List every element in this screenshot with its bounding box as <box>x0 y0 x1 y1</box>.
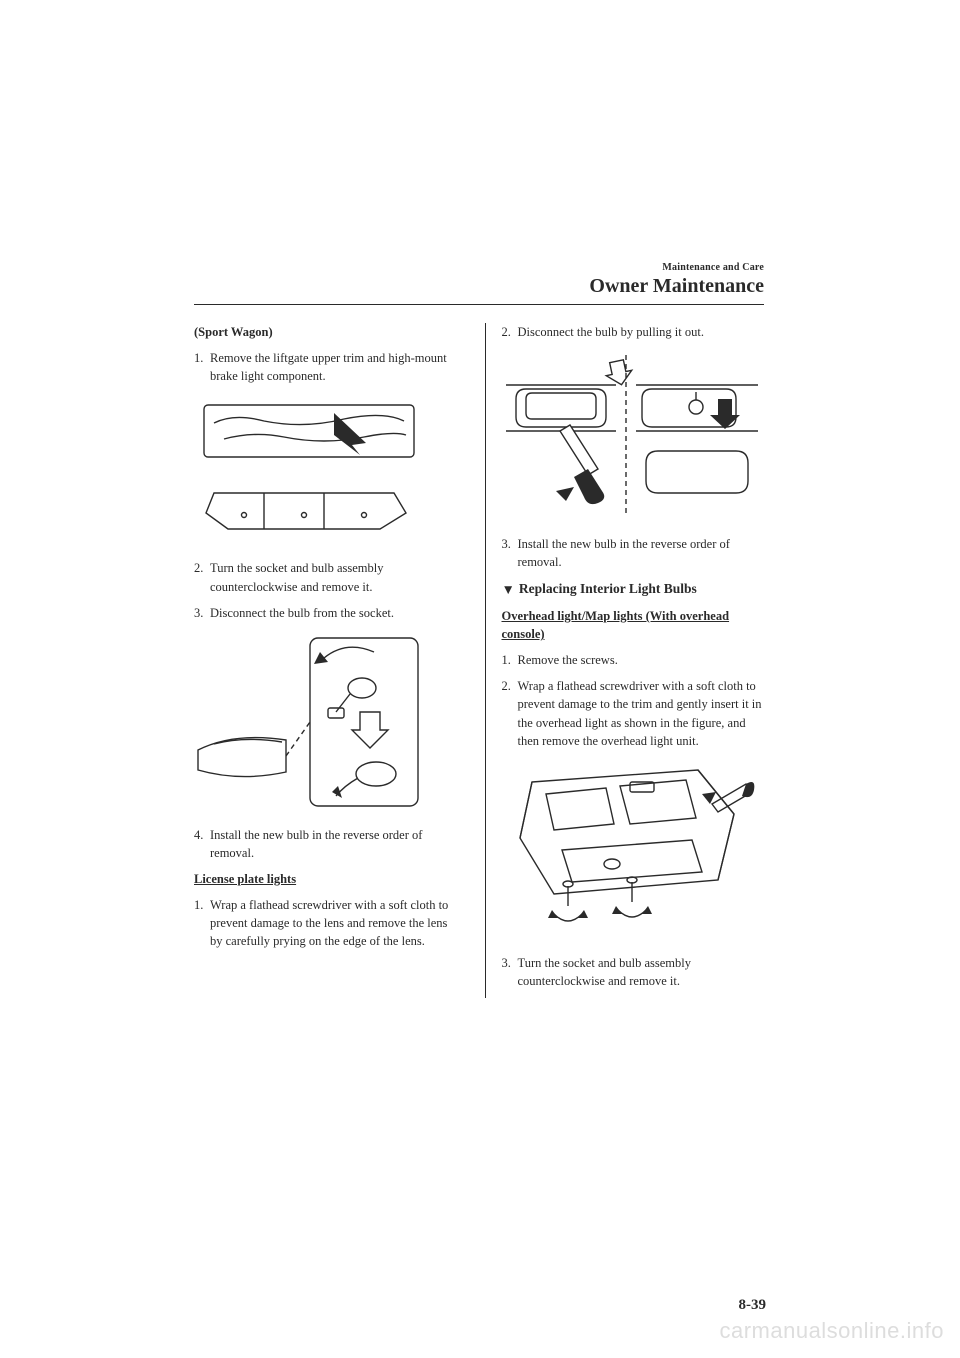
step-text: Remove the liftgate upper trim and high-… <box>210 349 457 385</box>
step-text: Wrap a flathead screwdriver with a soft … <box>518 677 765 750</box>
step-number: 1. <box>194 896 210 950</box>
step-number: 2. <box>194 559 210 595</box>
left-column: (Sport Wagon) 1. Remove the liftgate upp… <box>194 323 457 998</box>
running-category: Maintenance and Care <box>194 262 764 273</box>
page-content: Maintenance and Care Owner Maintenance (… <box>194 262 764 998</box>
page-number: 8-39 <box>739 1297 767 1314</box>
step-number: 1. <box>194 349 210 385</box>
figure-overhead-console <box>502 760 765 940</box>
triangle-icon: ▼ <box>502 580 515 600</box>
step-number: 2. <box>502 677 518 750</box>
step-item: 2. Turn the socket and bulb assembly cou… <box>194 559 457 595</box>
figure-socket-bulb <box>194 632 457 812</box>
step-item: 3. Disconnect the bulb from the socket. <box>194 604 457 622</box>
watermark: carmanualsonline.info <box>719 1318 944 1344</box>
step-text: Install the new bulb in the reverse orde… <box>518 535 765 571</box>
step-number: 3. <box>502 954 518 990</box>
overhead-light-title: Overhead light/Map lights (With overhead… <box>502 607 765 643</box>
step-item: 3. Turn the socket and bulb assembly cou… <box>502 954 765 990</box>
step-text: Install the new bulb in the reverse orde… <box>210 826 457 862</box>
step-item: 2. Disconnect the bulb by pulling it out… <box>502 323 765 341</box>
step-text: Disconnect the bulb by pulling it out. <box>518 323 765 341</box>
variant-label: (Sport Wagon) <box>194 323 457 341</box>
step-text: Disconnect the bulb from the socket. <box>210 604 457 622</box>
figure-license-plate-lens <box>502 351 765 521</box>
step-item: 3. Install the new bulb in the reverse o… <box>502 535 765 571</box>
header-rule <box>194 304 764 305</box>
running-header: Maintenance and Care Owner Maintenance <box>194 262 764 298</box>
step-number: 3. <box>194 604 210 622</box>
two-column-layout: (Sport Wagon) 1. Remove the liftgate upp… <box>194 323 764 998</box>
subheading-text: Replacing Interior Light Bulbs <box>519 581 697 596</box>
step-number: 3. <box>502 535 518 571</box>
right-column: 2. Disconnect the bulb by pulling it out… <box>485 323 765 998</box>
license-plate-title: License plate lights <box>194 870 457 888</box>
step-item: 1. Remove the screws. <box>502 651 765 669</box>
step-text: Turn the socket and bulb assembly counte… <box>210 559 457 595</box>
step-text: Turn the socket and bulb assembly counte… <box>518 954 765 990</box>
running-section-title: Owner Maintenance <box>194 275 764 298</box>
step-item: 4. Install the new bulb in the reverse o… <box>194 826 457 862</box>
step-item: 1. Wrap a flathead screwdriver with a so… <box>194 896 457 950</box>
step-number: 4. <box>194 826 210 862</box>
subheading-replacing-interior: ▼ Replacing Interior Light Bulbs <box>502 579 765 599</box>
step-number: 2. <box>502 323 518 341</box>
step-text: Remove the screws. <box>518 651 765 669</box>
step-text: Wrap a flathead screwdriver with a soft … <box>210 896 457 950</box>
step-number: 1. <box>502 651 518 669</box>
figure-liftgate-trim <box>194 395 457 545</box>
step-item: 1. Remove the liftgate upper trim and hi… <box>194 349 457 385</box>
step-item: 2. Wrap a flathead screwdriver with a so… <box>502 677 765 750</box>
